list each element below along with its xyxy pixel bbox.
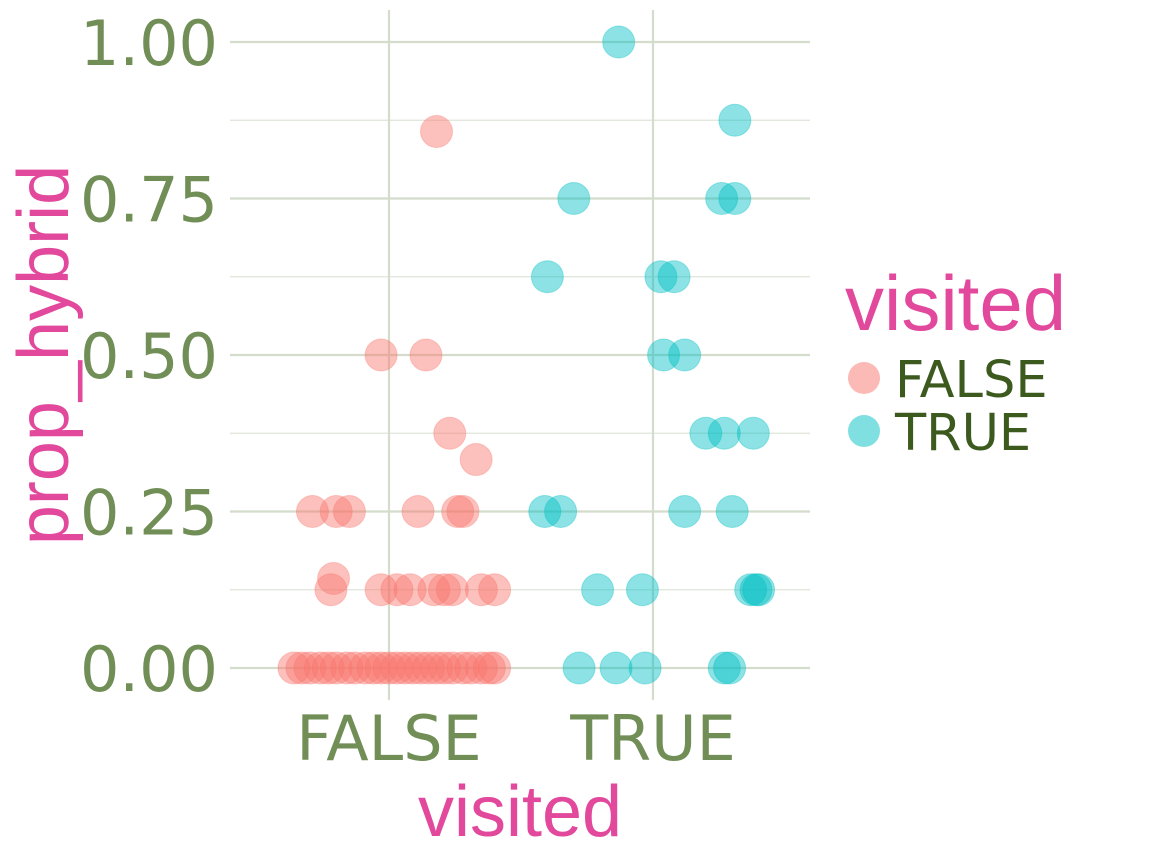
data-point-true — [599, 651, 633, 685]
data-point-true — [625, 573, 659, 607]
data-point-false — [404, 651, 438, 685]
data-point-true — [715, 495, 749, 528]
legend-label-true: TRUE — [894, 404, 1031, 463]
y-tick-label: 0.25 — [80, 477, 218, 550]
data-point-false — [446, 651, 480, 685]
data-point-true — [734, 573, 768, 607]
data-point-false — [330, 651, 364, 685]
data-point-true — [705, 182, 739, 215]
data-point-true — [718, 182, 752, 215]
grid-lines — [230, 10, 810, 700]
x-axis-title: visited — [418, 772, 622, 852]
y-tick-label: 0.75 — [80, 164, 218, 237]
data-point-false — [293, 651, 327, 685]
data-point-false — [356, 651, 390, 685]
data-point-true — [581, 573, 615, 607]
data-point-false — [380, 573, 414, 607]
data-point-true — [562, 651, 596, 685]
data-point-true — [557, 182, 591, 215]
data-point-false — [433, 416, 467, 450]
data-point-true — [528, 495, 562, 528]
data-point-false — [380, 651, 414, 685]
data-point-true — [644, 260, 678, 294]
y-tick-label: 0.50 — [80, 320, 218, 393]
data-point-false — [464, 573, 498, 607]
data-point-false — [303, 651, 337, 685]
data-point-false — [277, 651, 311, 685]
data-point-false — [396, 651, 430, 685]
data-point-false — [435, 651, 469, 685]
data-point-false — [441, 495, 475, 528]
data-point-false — [401, 495, 435, 528]
data-point-false — [364, 573, 398, 607]
legend-label-false: FALSE — [895, 351, 1048, 410]
data-point-true — [530, 260, 564, 294]
data-point-true — [707, 651, 741, 685]
legend-title: visited — [845, 259, 1066, 347]
data-point-false — [332, 495, 366, 528]
data-point-true — [707, 416, 741, 450]
data-point-true — [602, 25, 636, 59]
data-point-false — [285, 651, 319, 685]
data-point-true — [657, 260, 691, 294]
data-point-false — [464, 651, 498, 685]
data-point-false — [412, 651, 446, 685]
x-tick-labels: FALSE TRUE — [296, 702, 735, 775]
data-point-false — [295, 495, 329, 528]
data-point-true — [628, 651, 662, 685]
data-point-false — [427, 651, 461, 685]
data-point-false — [409, 338, 443, 372]
y-tick-label: 1.00 — [80, 7, 218, 80]
data-points — [277, 25, 776, 685]
data-point-true — [668, 338, 702, 372]
data-point-true — [689, 416, 723, 450]
data-point-false — [338, 651, 372, 685]
data-point-false — [420, 115, 454, 149]
data-point-false — [364, 651, 398, 685]
data-point-false — [364, 338, 398, 372]
data-point-false — [472, 651, 506, 685]
data-point-false — [420, 651, 454, 685]
data-point-true — [739, 573, 773, 607]
data-point-false — [454, 651, 488, 685]
data-point-false — [427, 573, 461, 607]
data-point-true — [544, 495, 578, 528]
y-axis-title: prop_hybrid — [4, 165, 84, 545]
data-point-false — [393, 573, 427, 607]
legend: visited FALSE TRUE — [845, 259, 1066, 463]
data-point-false — [417, 573, 451, 607]
data-point-true — [647, 338, 681, 372]
data-point-true — [713, 651, 747, 685]
data-point-true — [718, 103, 752, 137]
data-point-false — [314, 573, 348, 607]
data-point-false — [388, 651, 422, 685]
x-tick-label: FALSE — [296, 702, 481, 775]
data-point-false — [459, 443, 493, 477]
y-tick-labels: 0.00 0.25 0.50 0.75 1.00 — [80, 7, 218, 706]
data-point-true — [668, 495, 702, 528]
data-point-false — [319, 495, 353, 528]
data-point-false — [319, 651, 353, 685]
data-point-true — [742, 573, 776, 607]
legend-key-true — [848, 415, 880, 447]
data-point-false — [348, 651, 382, 685]
y-tick-label: 0.00 — [80, 633, 218, 706]
legend-key-false — [848, 362, 880, 394]
data-point-true — [736, 416, 770, 450]
data-point-false — [311, 651, 345, 685]
data-point-false — [478, 573, 512, 607]
data-point-false — [317, 561, 351, 595]
x-tick-label: TRUE — [569, 702, 736, 775]
data-point-false — [372, 651, 406, 685]
data-point-false — [435, 573, 469, 607]
data-point-false — [478, 651, 512, 685]
data-point-false — [446, 495, 480, 528]
